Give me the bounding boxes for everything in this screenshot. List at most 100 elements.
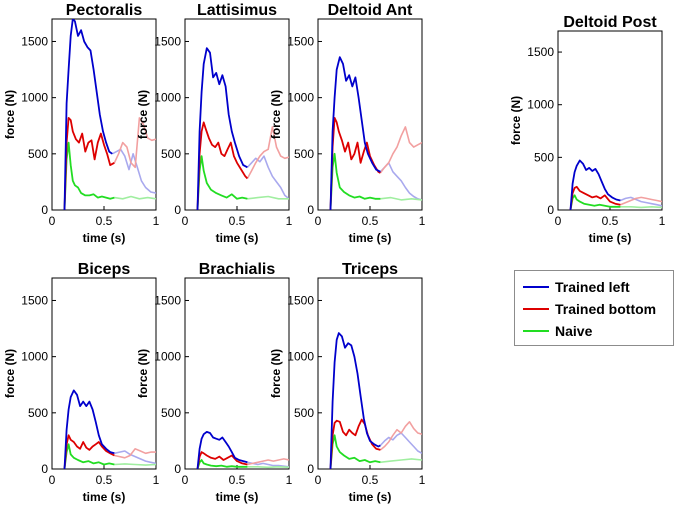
y-axis-label: force (N): [136, 349, 150, 398]
y-tick-label: 500: [28, 406, 48, 420]
faded-line-trained-left: [246, 155, 289, 200]
x-axis-label: time (s): [216, 490, 259, 504]
series-line-trained-left: [196, 47, 248, 210]
series-line-trained-left: [329, 332, 381, 469]
legend-item-trained-left: Trained left: [515, 277, 630, 297]
series-line-naive: [329, 152, 381, 210]
series-line-naive: [569, 194, 621, 210]
x-tick-label: 0.5: [362, 214, 379, 228]
x-tick-label: 1: [153, 473, 160, 487]
y-tick-label: 0: [307, 462, 314, 476]
y-tick-label: 0: [41, 203, 48, 217]
y-tick-label: 1000: [154, 91, 181, 105]
panel-title: Biceps: [78, 261, 131, 278]
axes-box: [317, 18, 423, 211]
y-tick-label: 1000: [527, 98, 554, 112]
series-line-trained-left: [329, 56, 381, 210]
series-line-trained-bottom: [196, 451, 248, 469]
series-line-naive: [329, 434, 381, 469]
y-tick-label: 500: [294, 147, 314, 161]
series-line-trained-bottom: [329, 117, 381, 210]
y-tick-label: 0: [174, 462, 181, 476]
y-tick-label: 1500: [527, 45, 554, 59]
x-tick-label: 0.5: [362, 473, 379, 487]
y-axis-label: force (N): [269, 349, 283, 398]
faded-line-trained-bottom: [379, 420, 422, 451]
y-axis-label: force (N): [136, 90, 150, 139]
y-tick-label: 500: [161, 406, 181, 420]
faded-line-naive: [114, 463, 156, 466]
faded-line-naive: [620, 206, 662, 209]
x-axis-label: time (s): [83, 231, 126, 245]
faded-line-trained-left: [114, 450, 156, 465]
series-line-trained-bottom: [63, 117, 115, 210]
y-tick-label: 1500: [21, 293, 48, 307]
y-tick-label: 1500: [287, 34, 314, 48]
y-tick-label: 1000: [154, 350, 181, 364]
faded-line-trained-bottom: [114, 447, 156, 459]
y-tick-label: 1000: [287, 91, 314, 105]
y-tick-label: 0: [307, 203, 314, 217]
y-tick-label: 500: [534, 150, 554, 164]
x-tick-label: 0.5: [96, 473, 113, 487]
y-tick-label: 0: [41, 462, 48, 476]
series-line-trained-left: [569, 159, 621, 210]
series-line-naive: [63, 443, 115, 469]
y-tick-label: 1500: [287, 293, 314, 307]
faded-line-naive: [247, 195, 289, 200]
faded-line-trained-bottom: [247, 458, 289, 466]
legend-swatch-naive: [523, 330, 549, 332]
x-tick-label: 1: [286, 214, 293, 228]
x-axis-label: time (s): [349, 231, 392, 245]
x-tick-label: 1: [419, 473, 426, 487]
x-tick-label: 0: [182, 473, 189, 487]
faded-line-trained-bottom: [113, 117, 156, 169]
faded-line-naive: [380, 458, 422, 464]
x-tick-label: 0: [49, 214, 56, 228]
axes-box: [184, 18, 290, 211]
x-tick-label: 0: [555, 214, 562, 228]
series-line-trained-left: [63, 19, 113, 210]
x-axis-label: time (s): [216, 231, 259, 245]
x-tick-label: 0: [315, 473, 322, 487]
y-tick-label: 1000: [21, 350, 48, 364]
y-tick-label: 1500: [21, 34, 48, 48]
x-tick-label: 0.5: [229, 214, 246, 228]
x-tick-label: 0.5: [602, 214, 619, 228]
panel-pectoralis: Pectoralis 0 0.5 1 0 500 1000 1500 time (s) force…: [3, 2, 160, 245]
x-tick-label: 0.5: [96, 214, 113, 228]
y-axis-label: force (N): [269, 90, 283, 139]
y-tick-label: 1000: [287, 350, 314, 364]
x-axis-label: time (s): [349, 490, 392, 504]
y-tick-label: 1500: [154, 34, 181, 48]
legend-label-naive: Naive: [555, 323, 593, 339]
x-tick-label: 0: [315, 214, 322, 228]
faded-line-trained-bottom: [379, 126, 422, 174]
panel-deltoid-post: Deltoid Post 0 0.5 1 0 500 1000 1500 time (s) for…: [509, 14, 666, 245]
y-tick-label: 500: [294, 406, 314, 420]
x-axis-label: time (s): [589, 231, 632, 245]
series-line-naive: [196, 459, 248, 469]
y-tick-label: 500: [161, 147, 181, 161]
y-axis-label: force (N): [509, 96, 523, 145]
faded-line-trained-left: [620, 196, 662, 207]
legend-label-trained-left: Trained left: [555, 279, 630, 295]
legend-item-trained-bottom: Trained bottom: [515, 299, 656, 319]
axes-box: [557, 30, 663, 211]
y-tick-label: 0: [174, 203, 181, 217]
panel-title: Brachialis: [199, 261, 276, 278]
panel-biceps: Biceps 0 0.5 1 0 500 1000 1500 time (s) force (N): [3, 261, 160, 504]
legend-swatch-trained-left: [523, 286, 549, 288]
series-line-trained-left: [63, 389, 115, 469]
x-tick-label: 1: [659, 214, 666, 228]
x-tick-label: 1: [286, 473, 293, 487]
series-line-naive: [63, 141, 115, 210]
y-tick-label: 1000: [21, 91, 48, 105]
y-tick-label: 500: [28, 147, 48, 161]
y-tick-label: 0: [547, 203, 554, 217]
